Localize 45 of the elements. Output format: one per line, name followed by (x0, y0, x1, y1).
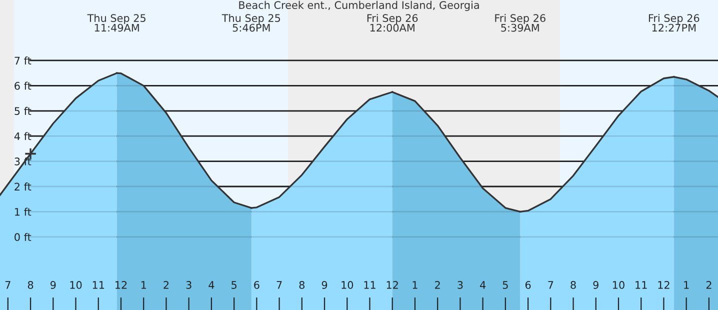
annotation: Thu Sep 25 5:46PM (222, 14, 280, 32)
x-tick-label: 9 (593, 281, 598, 289)
x-tick-label: 2 (435, 281, 440, 289)
x-tick-label: 5 (232, 281, 236, 289)
chart-title: Beach Creek ent., Cumberland Island, Georgia (239, 0, 479, 12)
x-tick-label: 4 (480, 281, 486, 289)
x-tick-label: 10 (70, 281, 82, 289)
x-tick-label: 12 (658, 281, 670, 289)
y-tick-label: 1 ft (15, 208, 32, 216)
x-tick-label: 6 (525, 281, 531, 289)
x-tick-label: 7 (276, 281, 282, 289)
x-tick-label: 8 (570, 281, 576, 289)
x-tick-label: 7 (5, 281, 10, 289)
x-tick-label: 3 (458, 281, 463, 289)
x-tick-label: 5 (502, 281, 508, 289)
x-tick-label: 12 (116, 281, 127, 289)
y-tick-label: 5 ft (14, 106, 32, 115)
x-tick-label: 10 (613, 281, 624, 289)
x-tick-label: 8 (28, 281, 34, 289)
annotation: Thu Sep 25 11:49AM (87, 14, 146, 32)
x-tick-label: 3 (186, 281, 192, 289)
y-tick-label: 4 ft (14, 132, 32, 140)
x-tick-label: 7 (548, 281, 554, 289)
x-tick-label: 8 (299, 281, 304, 289)
y-tick-label: 2 ft (14, 182, 32, 190)
x-tick-label: 4 (208, 281, 214, 289)
x-tick-label: 1 (684, 281, 689, 289)
annotation: Fri Sep 26 12:27PM (648, 14, 700, 32)
y-tick-label: 7 ft (14, 56, 32, 64)
x-tick-label: 1 (141, 281, 146, 289)
x-tick-label: 10 (342, 281, 354, 289)
x-tick-label: 2 (706, 281, 712, 289)
x-tick-label: 6 (254, 281, 260, 289)
x-tick-label: 11 (364, 281, 376, 289)
annotation: Fri Sep 26 5:39AM (495, 14, 546, 32)
x-tick-label: 9 (322, 281, 328, 289)
y-tick-label: 6 ft (14, 82, 32, 90)
annotation: Fri Sep 26 12:00AM (367, 14, 418, 32)
x-tick-label: 11 (92, 281, 104, 289)
x-tick-label: 9 (50, 281, 56, 289)
x-tick-label: 1 (412, 281, 418, 289)
x-tick-label: 12 (386, 281, 398, 289)
x-tick-label: 11 (636, 281, 647, 289)
x-tick-label: 2 (164, 281, 168, 289)
y-tick-label: 0 ft (14, 232, 32, 242)
